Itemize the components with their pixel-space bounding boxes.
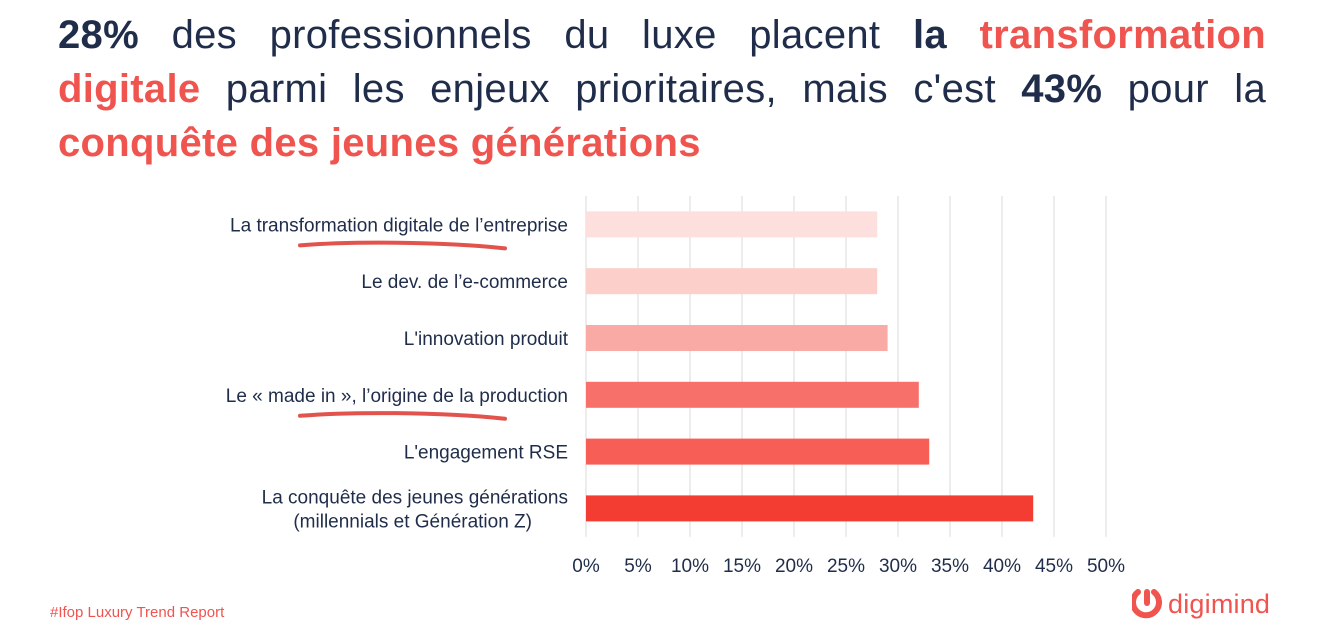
- chart-category-labels: La transformation digitale de l’entrepri…: [226, 215, 569, 532]
- category-label: La conquête des jeunes générations (mille…: [262, 487, 568, 532]
- category-label: Le dev. de l’e-commerce: [361, 272, 568, 293]
- headline-highlight-generations: conquête des jeunes générations: [58, 121, 701, 165]
- x-tick-label: 20%: [775, 556, 813, 577]
- x-tick-label: 15%: [723, 556, 761, 577]
- headline-text-1: des professionnels du luxe placent: [138, 13, 913, 57]
- category-label: L'engagement RSE: [404, 443, 568, 464]
- headline-text-3: pour la: [1102, 67, 1266, 111]
- headline-stat-43: 43%: [1021, 67, 1103, 111]
- brand-logo: digimind: [1132, 587, 1270, 621]
- headline: 28% des professionnels du luxe placent l…: [58, 8, 1266, 170]
- x-tick-label: 45%: [1035, 556, 1073, 577]
- underline-mark: [298, 240, 507, 251]
- category-label: Le « made in », l’origine de la producti…: [226, 386, 568, 407]
- x-tick-label: 10%: [671, 556, 709, 577]
- category-label: La transformation digitale de l’entrepri…: [230, 215, 568, 236]
- category-label-line: (millennials et Génération Z): [293, 511, 532, 532]
- bar: [586, 381, 919, 408]
- x-tick-label: 5%: [624, 556, 652, 577]
- digimind-logo-icon: [1132, 589, 1162, 619]
- chart-gridlines: [585, 196, 1107, 537]
- headline-highlight-digital: transformation digitale: [58, 13, 1266, 111]
- brand-name: digimind: [1168, 588, 1271, 619]
- category-label: L'innovation produit: [404, 329, 569, 350]
- x-tick-label: 25%: [827, 556, 865, 577]
- x-tick-label: 30%: [879, 556, 917, 577]
- bar: [586, 438, 930, 465]
- category-label-line: La conquête des jeunes générations: [262, 487, 568, 508]
- chart-bars: [586, 211, 1034, 522]
- chart-tick-labels: 0% 5% 10% 15% 20% 25% 30% 35% 40% 45% 50%: [572, 556, 1125, 577]
- headline-text-2: parmi les enjeux prioritaires, mais c'es…: [200, 67, 1022, 111]
- bar: [586, 495, 1034, 522]
- headline-text-la: la: [912, 13, 947, 57]
- footer-hashtag: #Ifop Luxury Trend Report: [50, 604, 225, 621]
- x-tick-label: 35%: [931, 556, 969, 577]
- x-tick-label: 40%: [983, 556, 1021, 577]
- chart-underlines: [298, 240, 507, 421]
- x-tick-label: 0%: [572, 556, 600, 577]
- bar: [586, 325, 888, 351]
- bar: [586, 211, 878, 238]
- headline-stat-28: 28%: [58, 13, 139, 57]
- bar: [586, 268, 878, 295]
- x-tick-label: 50%: [1087, 556, 1125, 577]
- underline-mark: [298, 411, 507, 421]
